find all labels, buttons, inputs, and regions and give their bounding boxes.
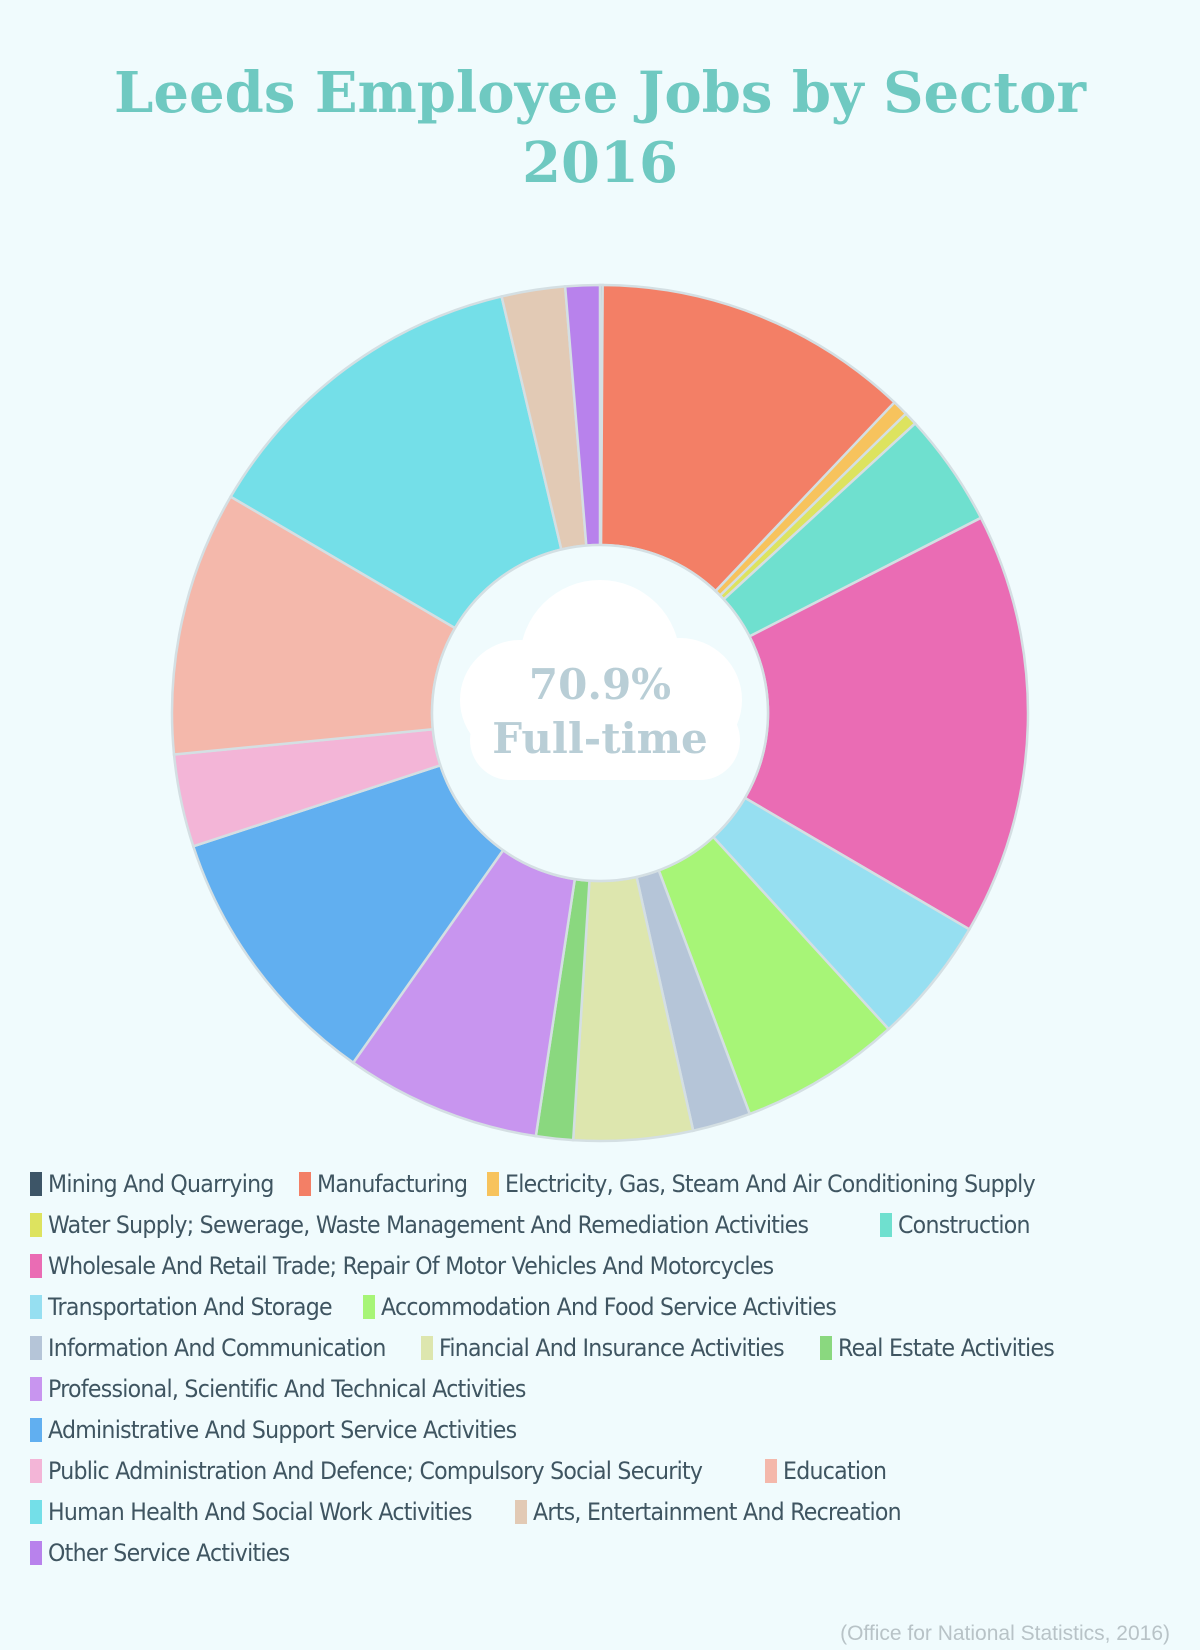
center-value: 70.9% xyxy=(528,660,672,709)
legend-row: Transportation And Storage Accommodation … xyxy=(30,1287,1180,1328)
legend-label: Manufacturing xyxy=(317,1170,468,1198)
legend-swatch xyxy=(30,1459,42,1483)
legend-item[interactable]: Public Administration And Defence; Compu… xyxy=(30,1451,759,1494)
legend-swatch xyxy=(362,1295,375,1319)
legend-row: Information And Communication Financial A… xyxy=(30,1328,1180,1369)
legend-swatch xyxy=(880,1213,893,1237)
legend-label: Public Administration And Defence; Compu… xyxy=(48,1457,703,1485)
center-label: 70.9% Full-time xyxy=(440,658,760,766)
donut-chart xyxy=(170,283,1030,1143)
legend-item[interactable]: Administrative And Support Service Activ… xyxy=(30,1410,557,1453)
center-caption: Full-time xyxy=(492,714,708,763)
legend-item[interactable]: Professional, Scientific And Technical A… xyxy=(30,1369,567,1412)
legend-label: Transportation And Storage xyxy=(48,1293,333,1321)
legend-swatch xyxy=(421,1336,434,1360)
legend-item[interactable]: Other Service Activities xyxy=(30,1533,310,1576)
legend-swatch xyxy=(30,1418,42,1442)
legend-label: Real Estate Activities xyxy=(837,1334,1055,1362)
cloud-icon xyxy=(460,580,742,780)
chart-title-line-1: Leeds Employee Jobs by Sector xyxy=(114,60,1086,126)
legend-swatch xyxy=(30,1254,42,1278)
legend-item[interactable]: Education xyxy=(765,1451,895,1494)
legend-row: Other Service Activities xyxy=(30,1533,1180,1574)
legend-row: Public Administration And Defence; Compu… xyxy=(30,1451,1180,1492)
legend-swatch xyxy=(30,1295,42,1319)
legend-label: Electricity, Gas, Steam And Air Conditio… xyxy=(504,1170,1036,1198)
legend-item[interactable]: Transportation And Storage xyxy=(30,1287,357,1330)
legend-row: Water Supply; Sewerage, Waste Management… xyxy=(30,1205,1180,1246)
legend-label: Education xyxy=(783,1457,887,1485)
legend-label: Wholesale And Retail Trade; Repair Of Mo… xyxy=(48,1252,774,1280)
legend-label: Accommodation And Food Service Activitie… xyxy=(380,1293,837,1321)
legend-swatch xyxy=(30,1500,42,1524)
legend-row: Mining And Quarrying Manufacturing Electri… xyxy=(30,1164,1180,1205)
legend-swatch xyxy=(299,1172,312,1196)
legend-label: Human Health And Social Work Activities xyxy=(48,1498,472,1526)
legend-item[interactable]: Wholesale And Retail Trade; Repair Of Mo… xyxy=(30,1246,837,1289)
legend-swatch xyxy=(486,1172,499,1196)
legend-item[interactable]: Electricity, Gas, Steam And Air Conditio… xyxy=(486,1164,1081,1207)
legend-label: Mining And Quarrying xyxy=(48,1170,274,1198)
chart-title: Leeds Employee Jobs by Sector 2016 xyxy=(0,58,1200,198)
legend-item[interactable]: Water Supply; Sewerage, Waste Management… xyxy=(30,1205,874,1248)
chart-title-line-2: 2016 xyxy=(522,130,678,196)
legend-swatch xyxy=(819,1336,832,1360)
legend-row: Administrative And Support Service Activ… xyxy=(30,1410,1180,1451)
legend-swatch xyxy=(765,1459,778,1483)
legend-item[interactable]: Real Estate Activities xyxy=(819,1328,1073,1371)
legend-item[interactable]: Mining And Quarrying xyxy=(30,1164,293,1207)
legend-label: Information And Communication xyxy=(48,1334,386,1362)
legend-swatch xyxy=(30,1213,42,1237)
legend-item[interactable]: Arts, Entertainment And Recreation xyxy=(514,1492,933,1535)
legend-item[interactable]: Construction xyxy=(880,1205,1041,1248)
legend-label: Financial And Insurance Activities xyxy=(439,1334,785,1362)
legend-item[interactable]: Information And Communication xyxy=(30,1328,415,1371)
legend-swatch xyxy=(30,1377,42,1401)
source-note: (Office for National Statistics, 2016) xyxy=(840,1622,1170,1645)
chart-legend: Mining And Quarrying Manufacturing Electri… xyxy=(30,1164,1180,1574)
legend-label: Arts, Entertainment And Recreation xyxy=(532,1498,902,1526)
legend-row: Professional, Scientific And Technical A… xyxy=(30,1369,1180,1410)
legend-swatch xyxy=(30,1541,42,1565)
legend-label: Professional, Scientific And Technical A… xyxy=(48,1375,526,1403)
legend-item[interactable]: Human Health And Social Work Activities xyxy=(30,1492,509,1535)
legend-item[interactable]: Manufacturing xyxy=(299,1164,480,1207)
legend-swatch xyxy=(30,1172,42,1196)
legend-label: Other Service Activities xyxy=(48,1539,290,1567)
legend-label: Water Supply; Sewerage, Waste Management… xyxy=(48,1211,809,1239)
legend-item[interactable]: Financial And Insurance Activities xyxy=(421,1328,814,1371)
legend-label: Construction xyxy=(898,1211,1031,1239)
legend-item[interactable]: Accommodation And Food Service Activitie… xyxy=(362,1287,876,1330)
legend-row: Human Health And Social Work Activities A… xyxy=(30,1492,1180,1533)
legend-swatch xyxy=(514,1500,527,1524)
legend-row: Wholesale And Retail Trade; Repair Of Mo… xyxy=(30,1246,1180,1287)
legend-label: Administrative And Support Service Activ… xyxy=(48,1416,517,1444)
legend-swatch xyxy=(30,1336,42,1360)
